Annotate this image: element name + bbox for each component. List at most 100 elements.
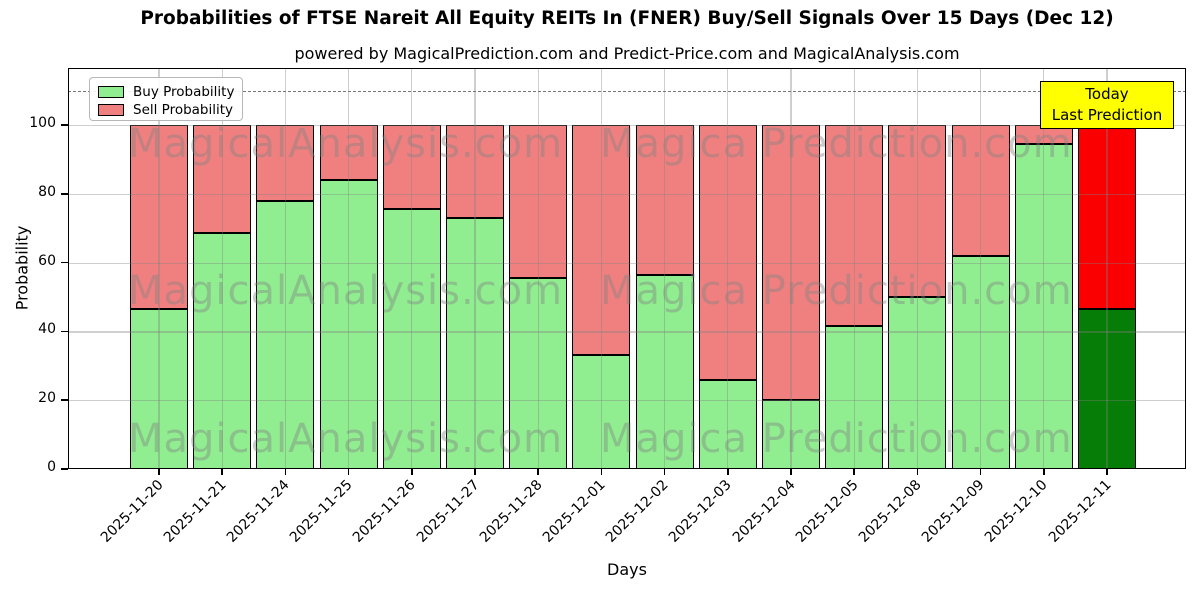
v-gridline bbox=[664, 68, 666, 469]
bar-sell-segment bbox=[130, 125, 188, 310]
x-tick-mark bbox=[1043, 469, 1045, 475]
y-tick-label: 80 bbox=[38, 183, 56, 200]
dashed-threshold-line bbox=[68, 90, 1186, 92]
y-tick-mark bbox=[61, 124, 68, 126]
v-gridline bbox=[853, 68, 855, 469]
bar-buy-segment bbox=[698, 379, 757, 469]
bar-buy-segment bbox=[1078, 309, 1136, 469]
bar-sell-segment bbox=[762, 125, 820, 401]
x-tick-mark bbox=[790, 469, 792, 475]
bar-buy-segment bbox=[256, 200, 315, 469]
x-tick-mark bbox=[158, 469, 160, 475]
y-tick-mark bbox=[61, 468, 68, 470]
x-tick-label-text: 2025-11-25 bbox=[287, 477, 356, 546]
x-tick-label-text: 2025-12-08 bbox=[855, 477, 925, 546]
y-tick-mark bbox=[61, 399, 68, 401]
watermark-text: Magica Prediction.com bbox=[600, 268, 1073, 314]
legend-item-buy: Buy Probability bbox=[98, 84, 234, 100]
h-gridline bbox=[68, 193, 1186, 195]
y-tick-label: 100 bbox=[29, 115, 56, 131]
x-tick-mark bbox=[727, 469, 729, 475]
x-tick-label-text: 2025-12-10 bbox=[982, 477, 1052, 546]
v-gridline bbox=[537, 68, 539, 469]
today-annotation-box: Today Last Prediction bbox=[1040, 81, 1174, 129]
bar-sell-segment bbox=[951, 125, 1010, 256]
h-gridline bbox=[68, 262, 1186, 264]
y-tick-mark bbox=[61, 261, 68, 264]
v-gridline bbox=[980, 68, 982, 469]
x-tick-label-text: 2025-12-03 bbox=[666, 477, 736, 546]
y-tick-mark bbox=[61, 330, 68, 333]
x-tick-mark bbox=[221, 469, 223, 475]
bar-buy-segment bbox=[446, 217, 504, 469]
bar-buy-segment bbox=[888, 297, 947, 469]
y-tick-label: 60 bbox=[38, 252, 56, 269]
watermark-text: Magica Prediction.com bbox=[600, 121, 1073, 167]
legend-label-buy: Buy Probability bbox=[133, 84, 235, 100]
watermark-text: MagicalAnalysis.com bbox=[128, 268, 564, 314]
bar-sell-segment bbox=[193, 125, 252, 234]
v-gridline bbox=[916, 68, 918, 469]
x-tick-label-text: 2025-12-04 bbox=[729, 477, 799, 546]
legend: Buy Probability Sell Probability bbox=[89, 77, 243, 121]
x-axis-label: Days bbox=[607, 560, 647, 579]
x-tick-mark bbox=[1106, 469, 1108, 475]
h-gridline bbox=[68, 400, 1186, 402]
plot-area: Buy Probability Sell Probability Today L… bbox=[68, 68, 1186, 469]
y-tick-mark bbox=[61, 193, 68, 195]
x-tick-mark bbox=[979, 469, 982, 475]
x-tick-mark bbox=[474, 469, 476, 475]
bar-sell-segment bbox=[319, 125, 378, 181]
watermark-text: MagicalAnalysis.com bbox=[128, 121, 564, 167]
today-annotation-line2: Last Prediction bbox=[1051, 106, 1163, 124]
x-tick-mark bbox=[916, 469, 919, 475]
today-annotation-line1: Today bbox=[1085, 85, 1129, 103]
y-tick-label: 20 bbox=[38, 390, 56, 407]
h-gridline bbox=[68, 125, 1186, 127]
bar-sell-segment bbox=[888, 125, 947, 297]
legend-swatch-buy bbox=[98, 86, 124, 98]
x-tick-label-text: 2025-12-05 bbox=[792, 477, 862, 546]
v-gridline bbox=[474, 68, 476, 469]
v-gridline bbox=[1043, 68, 1045, 469]
v-gridline bbox=[158, 68, 160, 469]
x-tick-mark bbox=[411, 469, 413, 475]
v-gridline bbox=[284, 68, 286, 469]
bar-sell-segment bbox=[698, 125, 757, 380]
bar-sell-segment bbox=[825, 125, 884, 327]
v-gridline bbox=[1106, 68, 1108, 469]
bar-sell-segment bbox=[382, 125, 441, 210]
bar-sell-segment bbox=[256, 125, 315, 201]
v-gridline bbox=[600, 68, 602, 469]
bar-sell-segment bbox=[635, 125, 694, 275]
x-tick-label-text: 2025-12-11 bbox=[1045, 477, 1115, 546]
v-gridline bbox=[727, 68, 729, 469]
bar-sell-segment bbox=[572, 125, 631, 356]
v-gridline bbox=[790, 68, 792, 469]
bar-buy-segment bbox=[382, 209, 441, 469]
bar-buy-segment bbox=[635, 274, 694, 469]
v-gridline bbox=[411, 68, 413, 469]
bar-buy-segment bbox=[130, 309, 188, 469]
x-tick-label-text: 2025-11-27 bbox=[413, 477, 483, 546]
bar-buy-segment bbox=[951, 255, 1010, 469]
x-tick-label-text: 2025-11-26 bbox=[350, 477, 420, 546]
x-tick-mark bbox=[284, 469, 287, 475]
chart-subtitle: powered by MagicalPrediction.com and Pre… bbox=[294, 44, 960, 63]
x-tick-mark bbox=[853, 469, 855, 475]
x-tick-label-text: 2025-11-24 bbox=[223, 477, 293, 546]
bar-buy-segment bbox=[572, 355, 631, 469]
bar-sell-segment bbox=[1078, 125, 1136, 310]
bar-buy-segment bbox=[319, 180, 378, 469]
y-tick-label: 0 bbox=[47, 459, 56, 475]
watermark-text: Magica Prediction.com bbox=[600, 416, 1073, 462]
x-tick-mark bbox=[537, 469, 539, 475]
legend-label-sell: Sell Probability bbox=[133, 102, 234, 118]
x-tick-mark bbox=[600, 469, 603, 475]
bar-buy-segment bbox=[193, 233, 252, 469]
watermark-text: MagicalAnalysis.com bbox=[128, 416, 564, 462]
legend-swatch-sell bbox=[98, 104, 124, 116]
x-tick-label-text: 2025-12-02 bbox=[603, 477, 672, 546]
x-tick-label-text: 2025-12-01 bbox=[539, 477, 609, 546]
